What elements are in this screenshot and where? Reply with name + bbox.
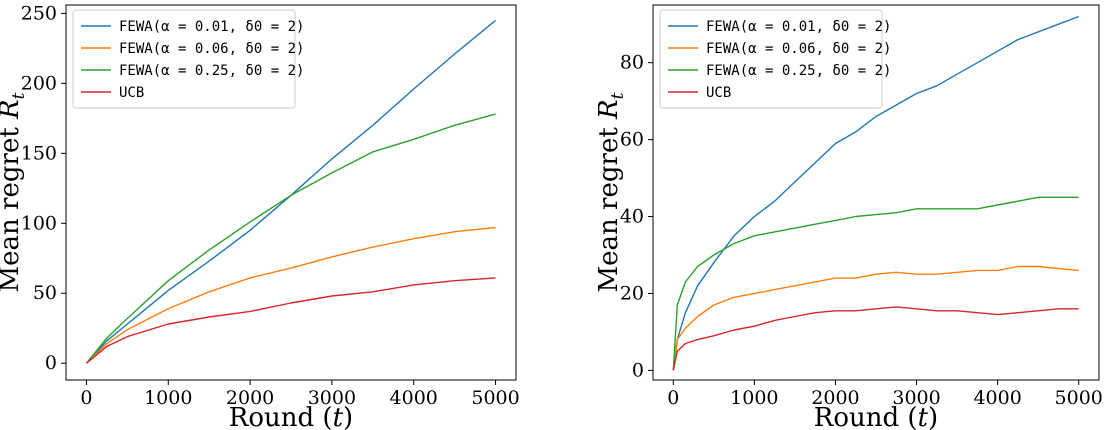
x-tick-label: 2000 bbox=[811, 387, 859, 409]
x-tick-label: 5000 bbox=[471, 387, 519, 409]
x-tick-label: 5000 bbox=[1055, 387, 1103, 409]
y-tick-label: 200 bbox=[21, 72, 57, 94]
legend: FEWA(α = 0.01, δ0 = 2) FEWA(α = 0.06, δ0 … bbox=[659, 9, 891, 109]
x-tick-label: 4000 bbox=[973, 387, 1021, 409]
y-tick-label: 50 bbox=[33, 282, 57, 304]
x-tick-label: 0 bbox=[667, 387, 679, 409]
y-tick-label: 60 bbox=[620, 129, 644, 151]
y-tick-label: 250 bbox=[21, 2, 57, 24]
y-tick-label: 100 bbox=[21, 212, 57, 234]
legend-entry: FEWA(α = 0.25, δ0 = 2) bbox=[119, 63, 304, 79]
x-axis-label: Round (t) bbox=[229, 403, 353, 430]
legend: FEWA(α = 0.01, δ0 = 2) FEWA(α = 0.06, δ0 … bbox=[72, 9, 304, 109]
x-axis-label: Round (t) bbox=[814, 403, 938, 430]
legend-entry: FEWA(α = 0.01, δ0 = 2) bbox=[706, 19, 891, 35]
x-tick-label: 2000 bbox=[226, 387, 274, 409]
legend-entry: FEWA(α = 0.01, δ0 = 2) bbox=[119, 19, 304, 35]
legend-entry: UCB bbox=[706, 85, 731, 101]
series-line-3 bbox=[672, 196, 1079, 371]
plot-area bbox=[672, 15, 1079, 371]
legend-entry: FEWA(α = 0.06, δ0 = 2) bbox=[706, 41, 891, 57]
series-line-2 bbox=[672, 265, 1079, 371]
series-line-4 bbox=[86, 277, 496, 364]
plot-frame bbox=[652, 4, 1100, 381]
series-line-1 bbox=[85, 19, 496, 364]
y-tick-label: 0 bbox=[45, 352, 57, 374]
y-axis-label: Mean regret Rt bbox=[594, 92, 628, 292]
chart-panel-2: 0 1000 2000 3000 4000 5000 0 20 40 60 80 Round (t) M… bbox=[594, 4, 1103, 430]
legend-box bbox=[72, 9, 296, 109]
legend-box bbox=[659, 9, 883, 109]
legend-entry: FEWA(α = 0.06, δ0 = 2) bbox=[119, 41, 304, 57]
series-line-3 bbox=[85, 113, 496, 364]
y-axis-label: Mean regret Rt bbox=[0, 92, 29, 292]
plot-area bbox=[85, 19, 496, 364]
x-tick-label: 3000 bbox=[892, 387, 940, 409]
plot-frame bbox=[65, 4, 517, 381]
x-tick-label: 1000 bbox=[144, 387, 192, 409]
y-tick-label: 20 bbox=[620, 282, 644, 304]
y-tick-label: 0 bbox=[632, 359, 644, 381]
y-tick-label: 150 bbox=[21, 142, 57, 164]
series-line-1 bbox=[672, 15, 1079, 371]
series-line-2 bbox=[86, 226, 496, 364]
y-tick-label: 80 bbox=[620, 52, 644, 74]
x-tick-label: 0 bbox=[80, 387, 92, 409]
y-tick-label: 40 bbox=[620, 206, 644, 228]
x-tick-label: 3000 bbox=[308, 387, 356, 409]
x-tick-label: 4000 bbox=[390, 387, 438, 409]
series-line-4 bbox=[672, 306, 1079, 371]
legend-entry: UCB bbox=[119, 85, 144, 101]
chart-panel-1: 0 1000 2000 3000 4000 5000 0 50 100 150 200 250 Roun… bbox=[0, 2, 520, 430]
legend-entry: FEWA(α = 0.25, δ0 = 2) bbox=[706, 63, 891, 79]
x-tick-label: 1000 bbox=[730, 387, 778, 409]
